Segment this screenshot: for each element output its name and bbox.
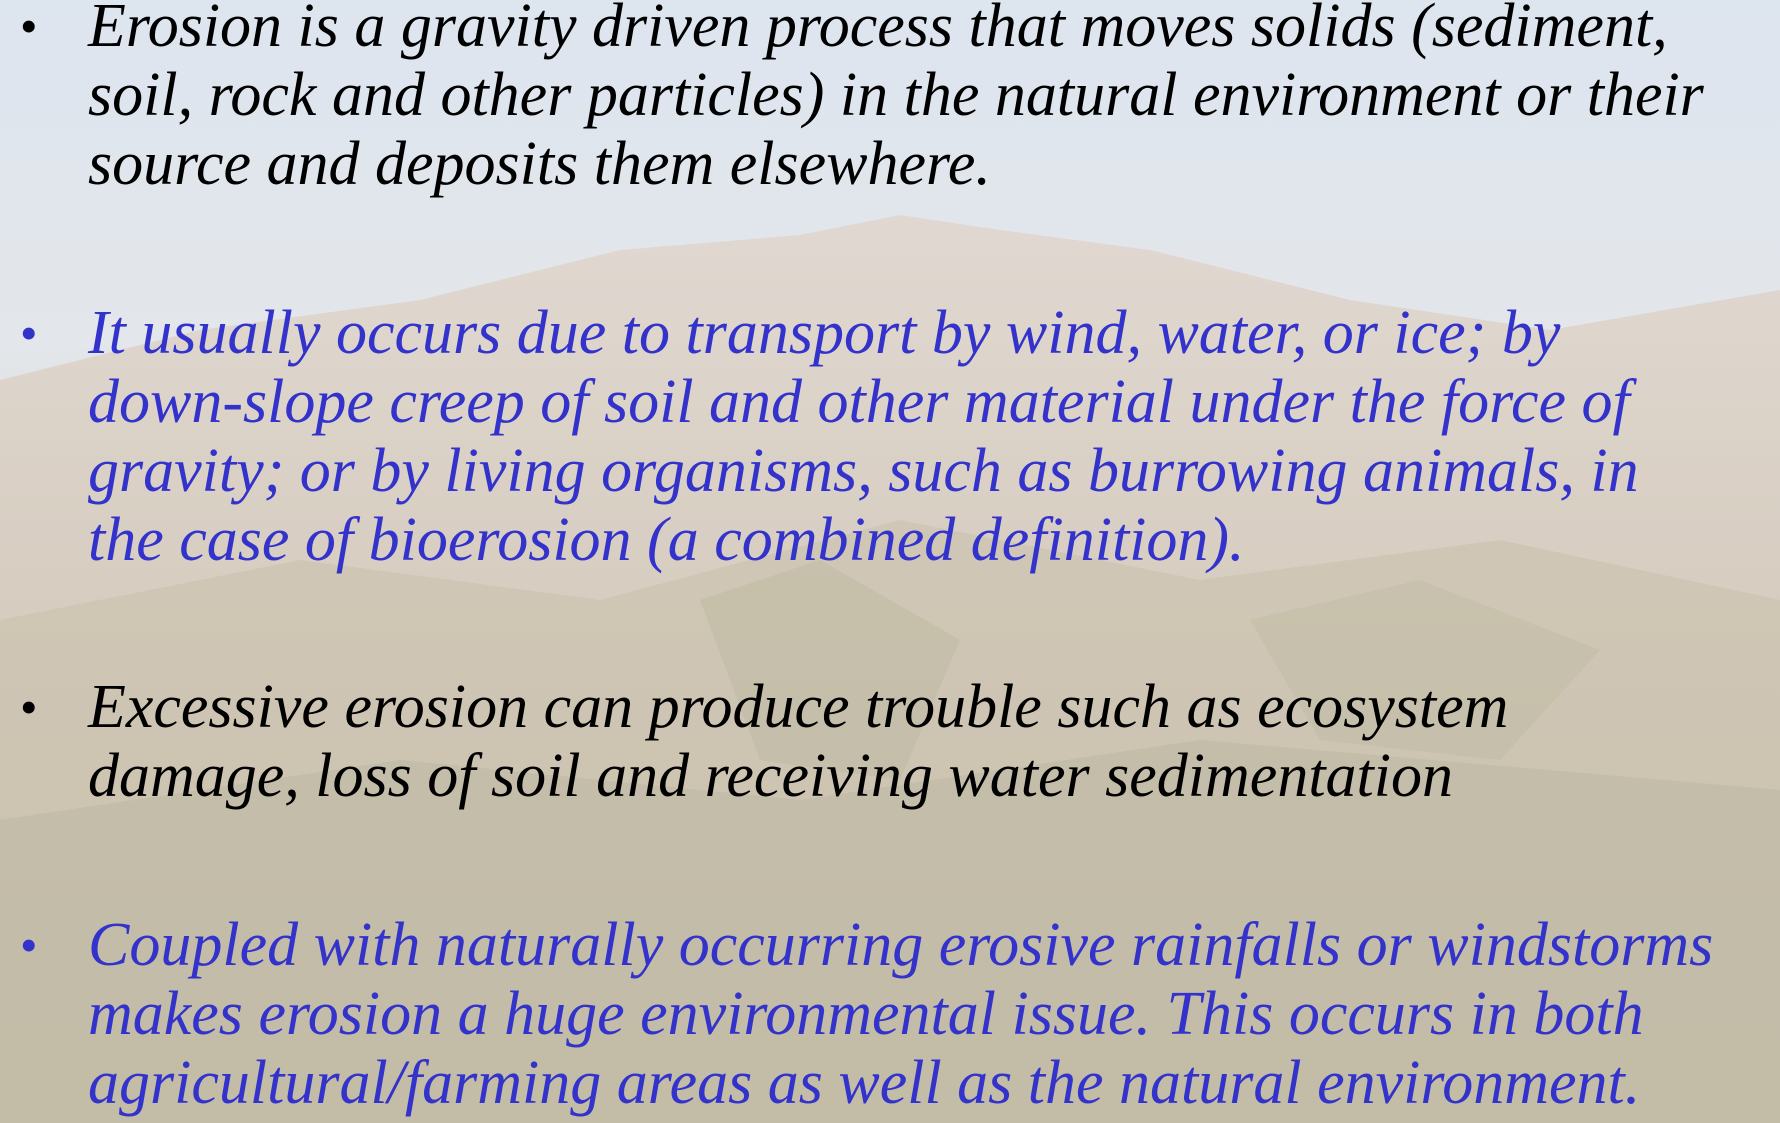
bullet-text-line: It usually occurs due to transport by wi…: [88, 299, 1561, 367]
bullet-text-line: source and deposits them elsewhere.: [88, 130, 991, 198]
bullet-point: It usually occurs due to transport by wi…: [20, 299, 1639, 575]
bullet-text-line: soil, rock and other particles) in the n…: [88, 61, 1704, 129]
bullet-text-line: down-slope creep of soil and other mater…: [88, 368, 1630, 436]
bullet-text-line: Erosion is a gravity driven process that…: [88, 0, 1668, 60]
bullet-text-line: damage, loss of soil and receiving water…: [88, 742, 1453, 810]
bullet-text-line: the case of bioerosion (a combined defin…: [88, 506, 1245, 574]
bullet-text-line: agricultural/farming areas as well as th…: [88, 1049, 1641, 1117]
bullet-text-line: gravity; or by living organisms, such as…: [88, 437, 1639, 505]
bullet-point: Excessive erosion can produce trouble su…: [20, 673, 1509, 811]
bullet-point: Coupled with naturally occurring erosive…: [20, 911, 1714, 1118]
bullet-text-line: Coupled with naturally occurring erosive…: [88, 911, 1714, 979]
bullet-text-line: Excessive erosion can produce trouble su…: [88, 673, 1509, 741]
bullet-point: Erosion is a gravity driven process that…: [20, 0, 1704, 199]
bullet-text-line: makes erosion a huge environmental issue…: [88, 980, 1644, 1048]
